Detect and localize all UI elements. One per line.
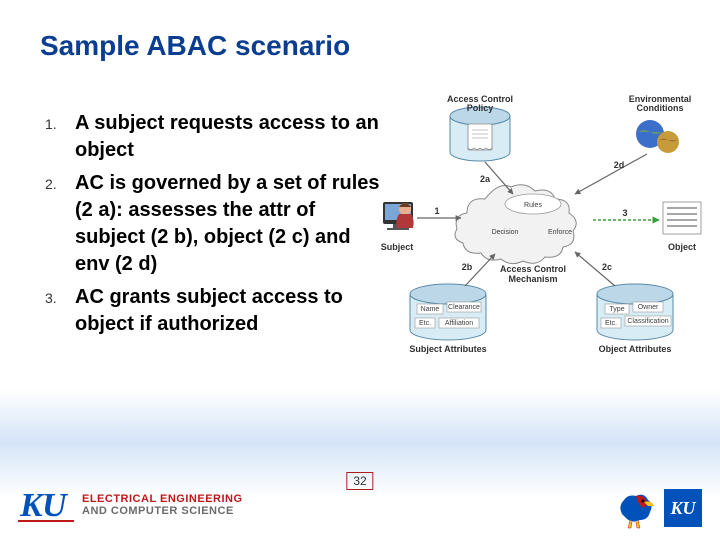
list-number: 3.	[45, 284, 75, 338]
svg-text:2c: 2c	[602, 262, 612, 272]
jayhawk-icon	[614, 486, 658, 530]
svg-text:Policy: Policy	[467, 103, 494, 113]
svg-text:Subject Attributes: Subject Attributes	[409, 344, 486, 354]
subject-icon: Subject	[381, 202, 414, 252]
list-text: AC is governed by a set of rules (2 a): …	[75, 170, 385, 278]
svg-text:U: U	[42, 487, 69, 524]
svg-text:Object: Object	[668, 242, 696, 252]
svg-text:Affiliation: Affiliation	[445, 320, 473, 327]
svg-text:Classification: Classification	[627, 318, 668, 325]
svg-text:Access Control: Access Control	[500, 264, 566, 274]
list-text: A subject requests access to an object	[75, 110, 385, 164]
svg-text:1: 1	[434, 206, 439, 216]
svg-text:2d: 2d	[614, 160, 625, 170]
list-number: 2.	[45, 170, 75, 278]
arrow-2d	[575, 154, 647, 194]
footer-left: K U ELECTRICAL ENGINEERING AND COMPUTER …	[18, 484, 243, 526]
ku-logo-icon: K U	[18, 484, 74, 526]
svg-text:Rules: Rules	[524, 202, 542, 209]
list-text: AC grants subject access to object if au…	[75, 284, 385, 338]
svg-text:Etc.: Etc.	[605, 320, 617, 327]
svg-text:Decision: Decision	[492, 229, 519, 236]
policy-cylinder: Access Control Policy	[447, 94, 513, 161]
slide-title: Sample ABAC scenario	[40, 30, 350, 62]
svg-text:Mechanism: Mechanism	[508, 274, 557, 284]
list-item: 1. A subject requests access to an objec…	[45, 110, 385, 164]
svg-text:Name: Name	[421, 306, 440, 313]
svg-text:2a: 2a	[480, 174, 491, 184]
department-text: ELECTRICAL ENGINEERING AND COMPUTER SCIE…	[82, 493, 243, 517]
abac-diagram: Access Control Policy Environmental Cond…	[375, 94, 710, 364]
dept-line-2: AND COMPUTER SCIENCE	[82, 505, 243, 517]
acm-cloud: Rules Decision Enforce Access Control Me…	[455, 185, 576, 284]
env-conditions: Environmental Conditions	[629, 94, 692, 153]
subject-attrs-cylinder: Name Clearance Etc. Affiliation Subject …	[409, 284, 486, 354]
object-attrs-cylinder: Type Owner Etc. Classification Object At…	[597, 284, 673, 354]
svg-text:Enforce: Enforce	[548, 229, 572, 236]
footer-right: KU	[614, 486, 702, 530]
list-number: 1.	[45, 110, 75, 164]
svg-text:Type: Type	[609, 306, 624, 313]
svg-text:Etc.: Etc.	[419, 320, 431, 327]
svg-text:3: 3	[622, 208, 627, 218]
bullet-list: 1. A subject requests access to an objec…	[45, 110, 385, 344]
list-item: 3. AC grants subject access to object if…	[45, 284, 385, 338]
ku-square-logo: KU	[664, 489, 702, 527]
dept-line-1: ELECTRICAL ENGINEERING	[82, 493, 243, 505]
svg-text:Subject: Subject	[381, 242, 414, 252]
svg-text:2b: 2b	[462, 262, 473, 272]
list-item: 2. AC is governed by a set of rules (2 a…	[45, 170, 385, 278]
svg-text:Clearance: Clearance	[448, 304, 480, 311]
svg-text:Owner: Owner	[638, 304, 659, 311]
svg-text:Object Attributes: Object Attributes	[599, 344, 672, 354]
svg-text:Conditions: Conditions	[637, 103, 684, 113]
object-icon: Object	[663, 202, 701, 252]
page-number: 32	[346, 472, 373, 490]
